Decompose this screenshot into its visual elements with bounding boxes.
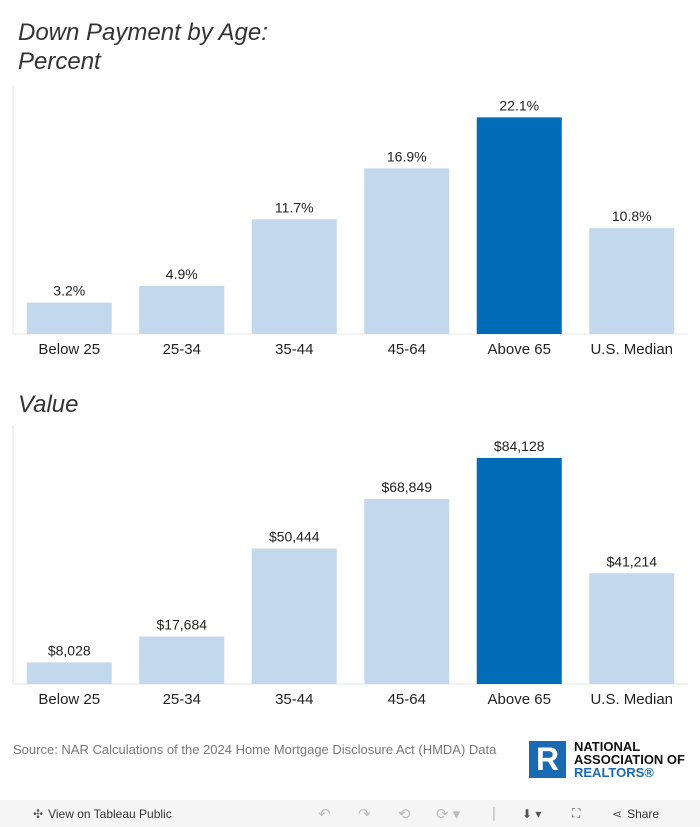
logo-line3: REALTORS® [574, 765, 654, 780]
bar-below-25 [26, 302, 112, 334]
x-tick-label: U.S. Median [590, 691, 673, 708]
bar-45-64 [364, 499, 450, 684]
data-label: $84,128 [494, 438, 545, 454]
data-label: 22.1% [499, 97, 539, 113]
undo-button[interactable]: ↶ [318, 805, 331, 823]
bar-35-44 [251, 219, 337, 334]
data-label: 3.2% [53, 283, 85, 299]
refresh-button[interactable]: ⟳ ▾ [436, 805, 461, 823]
nar-logo: R NATIONAL ASSOCIATION OF REALTORS® [529, 740, 685, 779]
share-button[interactable]: ⋖ Share [612, 806, 660, 821]
data-label: 10.8% [612, 208, 652, 224]
realtor-r-icon: R [529, 741, 566, 778]
bar-u-s-median [589, 573, 675, 684]
bar-25-34 [139, 285, 225, 334]
chart2-title: Value [18, 391, 79, 418]
x-tick-label: Below 25 [38, 691, 100, 708]
x-tick-label: 35-44 [275, 691, 313, 708]
view-on-tableau-button[interactable]: ✣ View on Tableau Public [33, 806, 172, 821]
tableau-icon: ✣ [33, 806, 44, 821]
bar-25-34 [139, 636, 225, 684]
source-note: Source: NAR Calculations of the 2024 Hom… [13, 742, 497, 757]
redo-button[interactable]: ↷ [358, 805, 371, 823]
data-label: $41,214 [606, 553, 657, 569]
x-tick-label: U.S. Median [590, 341, 673, 358]
toolbar-divider: | [492, 805, 496, 822]
logo-line2: ASSOCIATION OF [574, 752, 685, 767]
data-label: $50,444 [269, 528, 320, 544]
fullscreen-button[interactable]: ⛶ [572, 806, 581, 820]
x-tick-label: Above 65 [488, 341, 551, 358]
download-button[interactable]: ⬇ ▾ [522, 806, 542, 821]
x-tick-label: 45-64 [388, 691, 426, 708]
bar-below-25 [26, 662, 112, 684]
revert-button[interactable]: ⟲ [398, 805, 411, 823]
bar-45-64 [364, 168, 450, 334]
share-icon: ⋖ [612, 806, 623, 821]
percent-bar-chart: 3.2% Below 25 4.9% 25-34 11.7% 35-44 16.9% 45-6… [12, 85, 688, 358]
data-label: $17,684 [156, 616, 207, 632]
x-tick-label: Above 65 [488, 691, 551, 708]
data-label: $68,849 [381, 479, 432, 495]
x-tick-label: 35-44 [275, 341, 313, 358]
x-tick-label: 25-34 [163, 341, 201, 358]
bar-above-65 [476, 117, 562, 334]
data-label: $8,028 [48, 642, 91, 658]
x-tick-label: Below 25 [38, 341, 100, 358]
tableau-toolbar: ✣ View on Tableau Public ↶ ↷ ⟲ ⟳ ▾ | ⬇ ▾ … [0, 800, 700, 827]
bar-35-44 [251, 548, 337, 684]
data-label: 11.7% [275, 199, 314, 215]
chart1-title: Down Payment by Age: Percent [18, 19, 268, 75]
logo-line1: NATIONAL [574, 739, 641, 754]
x-tick-label: 25-34 [163, 691, 201, 708]
bar-u-s-median [589, 228, 675, 334]
data-label: 4.9% [166, 266, 198, 282]
data-label: 16.9% [387, 148, 427, 164]
x-tick-label: 45-64 [388, 341, 426, 358]
value-bar-chart: $8,028 Below 25 $17,684 25-34 $50,444 35-44 $6… [12, 425, 688, 708]
bar-above-65 [476, 457, 562, 684]
